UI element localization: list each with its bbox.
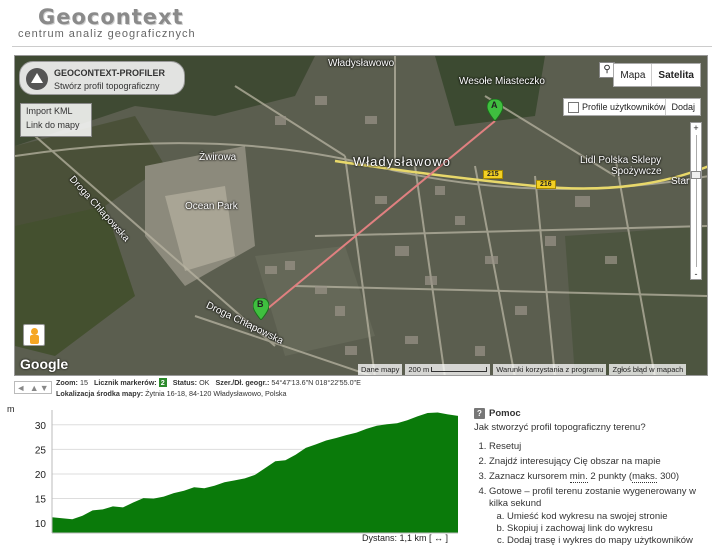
markers-label: Licznik markerów:: [93, 378, 157, 387]
marker-a[interactable]: A: [486, 98, 504, 122]
location-label: Lokalizacja środka mapy:: [56, 389, 144, 398]
help-substeps: Umieść kod wykresu na swojej stronie Sko…: [507, 511, 710, 547]
location-value: Żytnia 16-18, 84-120 Władysławowo, Polsk…: [145, 389, 287, 398]
label-zwirowa: Żwirowa: [199, 152, 237, 163]
info-line-2: Lokalizacja środka mapy: Żytnia 16-18, 8…: [56, 389, 287, 398]
map-side-menu: Import KML Link do mapy: [20, 103, 92, 137]
label-ocean-park: Ocean Park: [185, 201, 238, 212]
terms-link[interactable]: Warunki korzystania z programu: [493, 364, 607, 375]
label-lidl-2: Spożywcze: [611, 166, 662, 177]
help-steps: Resetuj Znajdź interesujący Cię obszar n…: [489, 441, 710, 547]
y-tick-label: 20: [35, 470, 47, 481]
help-intro: Jak stworzyć profil topograficzny terenu…: [474, 422, 646, 433]
elevation-area: [52, 412, 458, 533]
label-lidl: Lidl Polska Sklepy: [580, 155, 662, 166]
profiler-badge[interactable]: GEOCONTEXT-PROFILER Stwórz profil topogr…: [19, 61, 185, 95]
zoom-in-button[interactable]: +: [693, 123, 699, 133]
road-shield-215: 215: [483, 170, 503, 179]
help-substep-add: Dodaj trasę i wykres do mapy użytkownikó…: [507, 535, 710, 547]
help-header: ? Pomoc: [474, 408, 710, 419]
map-link[interactable]: Link do mapy: [26, 120, 80, 130]
map-footer: Dane mapy 200 m Warunki korzystania z pr…: [358, 364, 707, 375]
logo-subtitle: centrum analiz geograficznych: [18, 28, 196, 40]
scale-bar: [431, 367, 488, 372]
step4-text: Gotowe – profil terenu zostanie wygenero…: [489, 486, 697, 509]
map-type-mapa[interactable]: Mapa: [620, 70, 646, 81]
y-tick-label: 30: [35, 421, 47, 432]
marker-a-label: A: [491, 100, 498, 110]
label-wladyslawowo: Władysławowo: [353, 154, 451, 169]
logo-title[interactable]: Geocontext: [38, 5, 184, 29]
step3-max: maks.: [632, 471, 658, 483]
help-panel: ? Pomoc Jak stworzyć profil topograficzn…: [474, 408, 710, 550]
help-step-done: Gotowe – profil terenu zostanie wygenero…: [489, 486, 710, 547]
step3-mid: 2 punkty (: [587, 471, 633, 482]
map-type-satelita[interactable]: Satelita: [651, 64, 700, 86]
map-scale: 200 m: [405, 364, 491, 375]
chart-unit-label: m: [7, 404, 15, 414]
step3-pre: Zaznacz kursorem: [489, 471, 570, 482]
coords-value: 54°47'13.6"N 018°22'55.0"E: [271, 378, 361, 387]
status-label: Status:: [172, 378, 198, 387]
nav-arrows[interactable]: ◄ ▲▼: [14, 381, 52, 394]
zoom-out-button[interactable]: -: [694, 269, 698, 279]
mountain-icon: [26, 68, 48, 90]
pegman-icon[interactable]: [23, 324, 45, 346]
distance-label[interactable]: Dystans: 1,1 km [ ↔ ]: [362, 533, 449, 543]
zoom-slider[interactable]: + -: [690, 122, 702, 280]
zoom-track: [696, 135, 697, 267]
help-icon: ?: [474, 408, 485, 419]
elevation-chart[interactable]: 10 15 20 25 30: [0, 400, 462, 540]
y-tick-label: 10: [35, 519, 47, 530]
google-logo: Google: [20, 356, 69, 372]
step3-post: 300): [657, 471, 680, 482]
status-value: OK: [199, 378, 210, 387]
map-data-link[interactable]: Dane mapy: [358, 364, 403, 375]
map-type-control: Mapa Satelita: [613, 63, 701, 87]
markers-count-badge: 2: [158, 378, 167, 387]
map-viewport[interactable]: A B Władysławowo Wesołe Miasteczko Włady…: [14, 55, 708, 376]
info-line-1: Zoom: 15 Licznik markerów: 2 Status: OK …: [56, 378, 361, 387]
road-shield-216: 216: [536, 180, 556, 189]
marker-b[interactable]: B: [252, 297, 270, 321]
user-profiles-control: Profile użytkowników Dodaj: [562, 98, 701, 116]
help-step-mark: Zaznacz kursorem min. 2 punkty (maks. 30…: [489, 471, 710, 483]
help-step-find: Znajdź interesujący Cię obszar na mapie: [489, 456, 710, 468]
marker-b-label: B: [257, 299, 264, 309]
help-title: Pomoc: [489, 408, 521, 419]
add-profile-button[interactable]: Dodaj: [665, 99, 700, 115]
help-substep-embed: Umieść kod wykresu na swojej stronie: [507, 511, 710, 523]
user-profiles-label[interactable]: Profile użytkowników: [581, 102, 666, 112]
label-wesole-miasteczko: Wesołe Miasteczko: [459, 76, 545, 87]
y-tick-label: 15: [35, 495, 47, 506]
coords-label: Szer./Dł. geogr.:: [215, 378, 270, 387]
report-error-link[interactable]: Zgłoś błąd w mapach: [609, 364, 687, 375]
help-substep-link: Skopiuj i zachowaj link do wykresu: [507, 523, 710, 535]
profiler-title: GEOCONTEXT-PROFILER: [54, 68, 166, 78]
user-profiles-checkbox[interactable]: [567, 101, 579, 113]
y-tick-label: 25: [35, 445, 47, 456]
help-step-reset: Resetuj: [489, 441, 710, 453]
header-divider: [12, 46, 712, 47]
step3-min: min.: [569, 471, 588, 483]
zoom-thumb[interactable]: [691, 171, 701, 179]
zoom-label: Zoom:: [56, 378, 78, 387]
import-kml-link[interactable]: Import KML: [26, 106, 73, 116]
profiler-subtitle: Stwórz profil topograficzny: [54, 81, 160, 91]
label-wladyslawowo-top: Władysławowo: [328, 58, 395, 69]
zoom-value: 15: [79, 378, 88, 387]
label-star: Star: [671, 176, 690, 187]
scale-label: 200 m: [408, 365, 430, 374]
